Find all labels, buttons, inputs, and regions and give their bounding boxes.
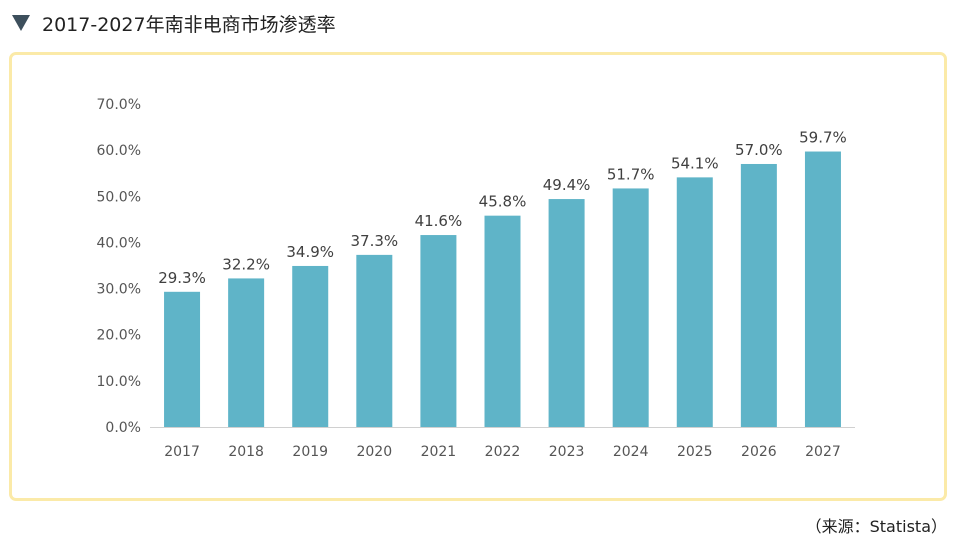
x-tick-label-2027: 2027 (805, 444, 841, 460)
chart-header: 2017-2027年南非电商市场渗透率 (12, 8, 336, 38)
data-label-2027: 59.7% (799, 129, 847, 147)
source-note: （来源：Statista） (805, 517, 947, 536)
data-label-2018: 32.2% (222, 255, 270, 273)
data-label-2025: 54.1% (671, 154, 719, 172)
data-label-2017: 29.3% (158, 269, 206, 287)
data-label-2020: 37.3% (350, 232, 398, 250)
data-label-2021: 41.6% (415, 212, 463, 230)
x-tick-label-2022: 2022 (485, 444, 521, 460)
bar-2018 (228, 278, 265, 427)
y-tick-label: 0.0% (105, 420, 141, 436)
x-tick-label-2017: 2017 (164, 444, 200, 460)
bar-2021 (420, 235, 457, 427)
bar-2023 (548, 199, 585, 427)
x-tick-label-2026: 2026 (741, 444, 777, 460)
bar-2017 (164, 291, 201, 427)
x-tick-label-2021: 2021 (421, 444, 457, 460)
bar-2022 (484, 215, 521, 427)
y-tick-label: 30.0% (97, 282, 141, 298)
data-label-2023: 49.4% (543, 176, 591, 194)
y-tick-label: 10.0% (97, 374, 141, 390)
bar-2024 (612, 188, 649, 427)
x-tick-label-2024: 2024 (613, 444, 649, 460)
y-tick-label: 40.0% (97, 235, 141, 251)
data-label-2024: 51.7% (607, 165, 655, 183)
data-label-2026: 57.0% (735, 141, 783, 159)
y-tick-label: 70.0% (97, 97, 141, 113)
bar-2027 (804, 151, 841, 427)
x-tick-label-2018: 2018 (228, 444, 264, 460)
triangle-down-icon (12, 15, 30, 31)
y-tick-label: 20.0% (97, 328, 141, 344)
x-tick-label-2025: 2025 (677, 444, 713, 460)
bar-2026 (740, 163, 777, 427)
bar-2020 (356, 254, 393, 427)
data-label-2019: 34.9% (286, 243, 334, 261)
y-tick-label: 60.0% (97, 143, 141, 159)
data-label-2022: 45.8% (479, 193, 527, 211)
chart-title: 2017-2027年南非电商市场渗透率 (42, 13, 336, 36)
y-tick-label: 50.0% (97, 189, 141, 205)
bar-2025 (676, 177, 713, 427)
x-tick-label-2023: 2023 (549, 444, 585, 460)
bar-2019 (292, 265, 329, 427)
x-tick-label-2019: 2019 (292, 444, 328, 460)
x-tick-label-2020: 2020 (356, 444, 392, 460)
